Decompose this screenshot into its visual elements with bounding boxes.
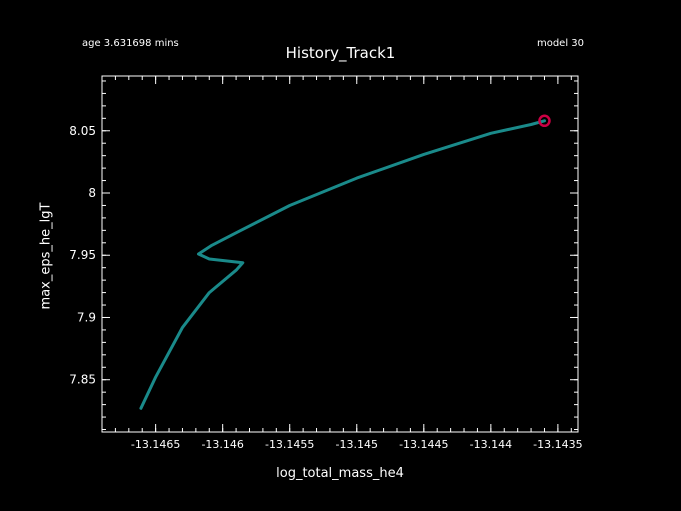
age-readout: age 3.631698 mins [82, 38, 179, 49]
y-axis-label: max_eps_he_lgT [38, 202, 54, 310]
x-tick-label: -13.1455 [265, 438, 314, 451]
x-tick-label: -13.1445 [399, 438, 448, 451]
y-tick-label: 8.05 [69, 124, 96, 138]
end-point-marker [538, 114, 551, 128]
y-tick-label: 7.95 [69, 248, 96, 262]
x-tick-label: -13.146 [201, 438, 243, 451]
plot-frame [101, 75, 579, 433]
x-tick-label: -13.1465 [131, 438, 180, 451]
y-tick-label: 7.85 [69, 373, 96, 387]
y-tick-label: 7.9 [77, 310, 96, 324]
model-number: model 30 [536, 38, 584, 49]
y-tick-label: 8 [88, 186, 96, 200]
chart-title: History_Track1 [285, 44, 396, 62]
x-tick-label: -13.145 [336, 438, 378, 451]
tick-labels: -13.1465 -13.146 -13.1455 -13.145 -13.1445 -1… [69, 124, 582, 451]
x-tick-label: -13.1435 [533, 438, 582, 451]
major-ticks [102, 76, 578, 432]
series-line-track [139, 119, 546, 410]
x-tick-label: -13.144 [470, 438, 512, 451]
x-axis-label: log_total_mass_he4 [276, 466, 404, 481]
